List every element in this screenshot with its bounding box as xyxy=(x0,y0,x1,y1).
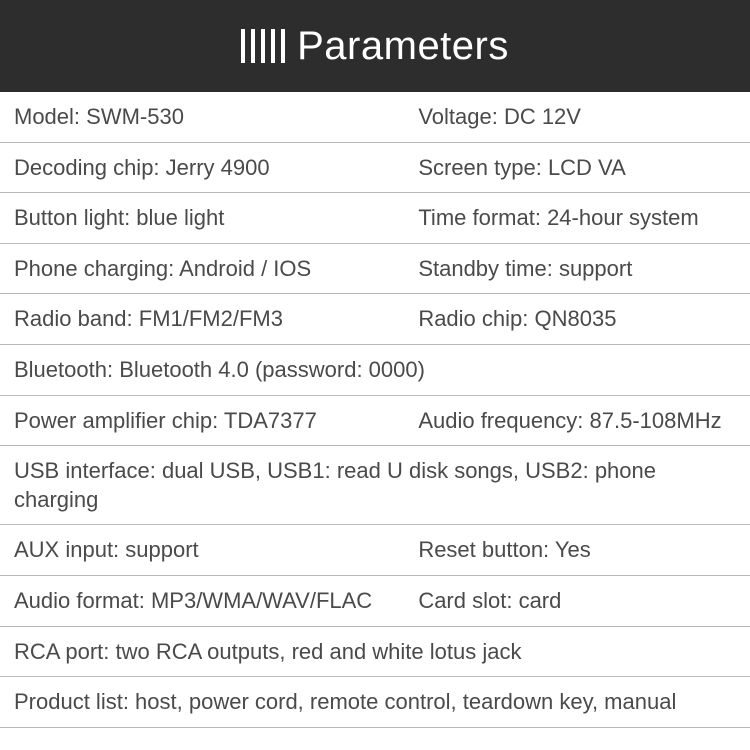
table-row: Bluetooth: Bluetooth 4.0 (password: 0000… xyxy=(0,345,750,396)
table-row: Phone charging: Android / IOS Standby ti… xyxy=(0,244,750,295)
table-row: Radio band: FM1/FM2/FM3 Radio chip: QN80… xyxy=(0,294,750,345)
param-voltage: Voltage: DC 12V xyxy=(418,103,736,132)
param-audio-frequency: Audio frequency: 87.5-108MHz xyxy=(418,407,736,436)
table-row: Model: SWM-530 Voltage: DC 12V xyxy=(0,92,750,143)
param-button-light: Button light: blue light xyxy=(14,204,418,233)
param-product-list: Product list: host, power cord, remote c… xyxy=(14,688,736,717)
table-row: Button light: blue light Time format: 24… xyxy=(0,193,750,244)
table-row: Product list: host, power cord, remote c… xyxy=(0,677,750,728)
table-row: Decoding chip: Jerry 4900 Screen type: L… xyxy=(0,143,750,194)
param-aux-input: AUX input: support xyxy=(14,536,418,565)
table-row: Audio format: MP3/WMA/WAV/FLAC Card slot… xyxy=(0,576,750,627)
param-bluetooth: Bluetooth: Bluetooth 4.0 (password: 0000… xyxy=(14,356,736,385)
param-radio-chip: Radio chip: QN8035 xyxy=(418,305,736,334)
table-row: Power amplifier chip: TDA7377 Audio freq… xyxy=(0,396,750,447)
param-model: Model: SWM-530 xyxy=(14,103,418,132)
param-screen-type: Screen type: LCD VA xyxy=(418,154,736,183)
param-radio-band: Radio band: FM1/FM2/FM3 xyxy=(14,305,418,334)
page-title: Parameters xyxy=(297,24,509,69)
table-row: USB interface: dual USB, USB1: read U di… xyxy=(0,446,750,525)
param-audio-format: Audio format: MP3/WMA/WAV/FLAC xyxy=(14,587,418,616)
param-time-format: Time format: 24-hour system xyxy=(418,204,736,233)
param-card-slot: Card slot: card xyxy=(418,587,736,616)
param-phone-charging: Phone charging: Android / IOS xyxy=(14,255,418,284)
parameters-table: Model: SWM-530 Voltage: DC 12V Decoding … xyxy=(0,92,750,728)
table-row: AUX input: support Reset button: Yes xyxy=(0,525,750,576)
param-reset-button: Reset button: Yes xyxy=(418,536,736,565)
param-rca-port: RCA port: two RCA outputs, red and white… xyxy=(14,638,736,667)
param-power-amplifier: Power amplifier chip: TDA7377 xyxy=(14,407,418,436)
table-row: RCA port: two RCA outputs, red and white… xyxy=(0,627,750,678)
param-decoding-chip: Decoding chip: Jerry 4900 xyxy=(14,154,418,183)
param-usb-interface: USB interface: dual USB, USB1: read U di… xyxy=(14,457,736,514)
decorative-bars xyxy=(241,29,285,63)
param-standby-time: Standby time: support xyxy=(418,255,736,284)
header-bar: Parameters xyxy=(0,0,750,92)
